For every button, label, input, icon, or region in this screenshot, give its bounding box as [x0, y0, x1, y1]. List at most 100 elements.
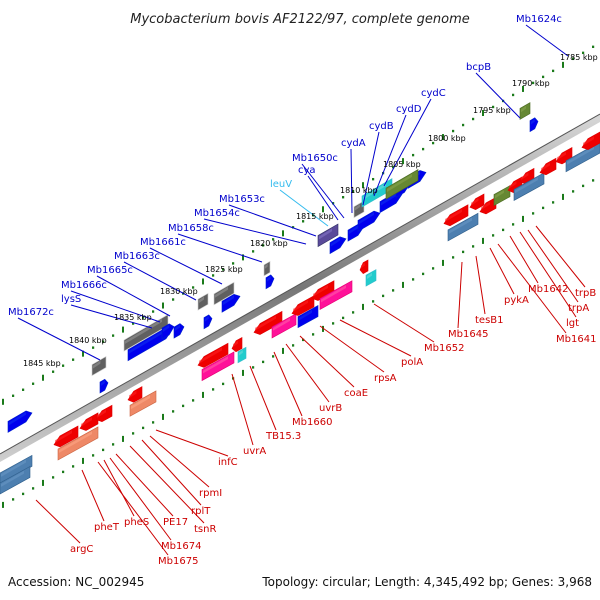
ruler-label: 1810 kbp [340, 186, 378, 195]
reverse-gene [513, 172, 545, 201]
ruler-tick [102, 448, 105, 452]
ruler-tick [92, 346, 95, 349]
gene-label[interactable]: coaE [344, 388, 368, 399]
reverse-gene [197, 342, 229, 368]
gene-label[interactable]: leuV [270, 179, 292, 190]
ruler-tick [512, 93, 515, 97]
leader-line [123, 261, 197, 301]
ruler-tick [262, 244, 265, 247]
gene-label[interactable]: lgt [566, 318, 579, 329]
gene-label[interactable]: Mb1674 [161, 541, 201, 552]
gene-label[interactable]: Mb1658c [168, 223, 214, 234]
leader-line [177, 233, 263, 263]
gene-label[interactable]: cydB [369, 121, 394, 132]
gene-label[interactable]: tsnR [194, 524, 216, 535]
leader-line [373, 303, 435, 343]
gene-label[interactable]: cydA [341, 138, 366, 149]
forward-gene [213, 281, 235, 306]
ruler-tick [482, 109, 484, 116]
gene-label[interactable]: uvrB [319, 403, 342, 414]
gene-label[interactable]: cya [298, 165, 316, 176]
gene-label[interactable]: pheT [94, 522, 120, 533]
gene-label[interactable]: PE17 [163, 517, 188, 528]
ruler-tick [42, 479, 44, 486]
forward-gene [203, 314, 213, 330]
reverse-gene [231, 336, 243, 353]
reverse-gene [479, 196, 497, 215]
gene-label[interactable]: Mb1665c [87, 265, 133, 276]
ruler-tick [532, 212, 535, 215]
gene-label[interactable]: Mb1650c [292, 153, 338, 164]
ruler-tick [142, 426, 145, 430]
gene-label[interactable]: Mb1642 [528, 284, 568, 295]
reverse-gene [365, 269, 377, 287]
gene-label[interactable]: pykA [504, 295, 529, 306]
leader-line [70, 304, 153, 329]
ruler-tick [572, 190, 575, 193]
gene-label[interactable]: lysS [61, 294, 81, 305]
ruler-label: 1805 kbp [383, 160, 421, 169]
gene-label[interactable]: Mb1652 [424, 343, 464, 354]
gene-label[interactable]: Mb1666c [61, 280, 107, 291]
ruler-tick [192, 399, 195, 402]
ruler-label: 1825 kbp [205, 265, 243, 274]
gene-label[interactable]: trpB [575, 288, 596, 299]
gene-label[interactable]: Mb1661c [140, 237, 186, 248]
leader-line [155, 429, 229, 457]
gene-label[interactable]: tesB1 [475, 315, 504, 326]
gene-label[interactable]: argC [70, 544, 93, 555]
reverse-gene [253, 310, 283, 335]
backbone-edge [0, 113, 600, 455]
gene-label[interactable]: polA [401, 357, 423, 368]
reverse-gene [319, 280, 353, 310]
forward-gene [317, 223, 339, 248]
gene-label[interactable]: Mb1653c [219, 194, 265, 205]
ruler-tick [32, 487, 35, 490]
gene-label[interactable]: trpA [568, 303, 589, 314]
ruler-tick [522, 215, 524, 222]
leader-line [228, 204, 317, 237]
gene-label[interactable]: Mb1645 [448, 329, 488, 340]
gene-label[interactable]: Mb1675 [158, 556, 198, 567]
gene-label[interactable]: Mb1663c [114, 251, 160, 262]
gene-label[interactable]: rpmI [199, 488, 222, 499]
gene-label[interactable]: Mb1672c [8, 307, 54, 318]
ruler-tick [542, 206, 545, 210]
ruler-tick [202, 391, 204, 398]
ruler-tick [182, 404, 185, 408]
ruler-tick [232, 262, 235, 265]
label-layer: 1785 kbp 1790 kbp 1795 kbp 1800 kbp 1805 kbp… [8, 14, 598, 567]
gene-label[interactable]: rplT [191, 506, 211, 517]
gene-label[interactable]: TB15.3 [265, 431, 301, 442]
leader-line [149, 435, 210, 488]
ruler-tick [592, 45, 595, 49]
gene-label[interactable]: cydD [396, 104, 422, 115]
reverse-gene [79, 412, 99, 431]
gene-label[interactable]: cydC [421, 88, 446, 99]
gene-label[interactable]: bcpB [466, 62, 491, 73]
gene-label[interactable]: rpsA [374, 373, 397, 384]
ruler-tick [502, 228, 505, 232]
leader-line [509, 235, 539, 284]
reverse-gene [53, 425, 79, 448]
gene-label[interactable]: uvrA [243, 446, 266, 457]
ruler-tick [542, 75, 545, 79]
gene-label[interactable]: Mb1660 [292, 417, 332, 428]
gene-label[interactable]: Mb1641 [556, 334, 596, 345]
gene-label[interactable]: pheS [124, 517, 149, 528]
ruler-tick [172, 410, 175, 413]
forward-gene [221, 293, 241, 313]
leader-line [475, 72, 521, 119]
gene-label[interactable]: Mb1654c [194, 208, 240, 219]
forward-gene [99, 378, 109, 394]
reverse-gene [469, 193, 485, 210]
gene-label[interactable]: Mb1624c [516, 14, 562, 25]
ruler-tick [342, 196, 345, 199]
ruler-tick [252, 366, 255, 369]
leader-line [319, 325, 385, 373]
gene-label[interactable]: infC [218, 457, 238, 468]
leader-line [97, 461, 169, 556]
ruler-tick [582, 184, 585, 188]
leader-line [339, 319, 412, 357]
leader-line [273, 351, 303, 417]
